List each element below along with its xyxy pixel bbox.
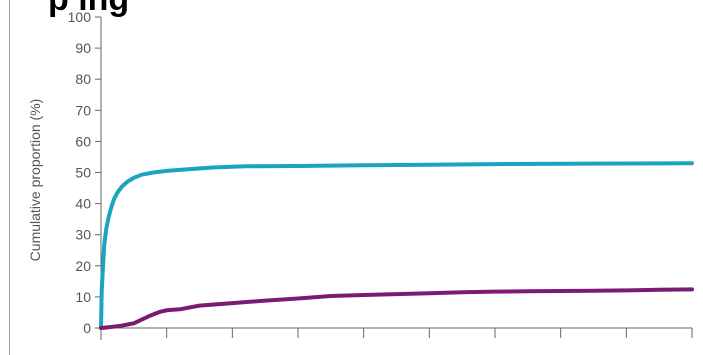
y-axis-label: Cumulative proportion (%) [27,99,43,262]
series-line-1 [99,161,694,330]
y-tick-label: 60 [75,133,91,149]
series-line-2 [99,287,694,330]
y-tick-label: 40 [75,196,91,212]
series-layer [99,161,694,330]
cropped-title-text: p ing [48,0,218,17]
y-tick-label: 10 [75,289,91,305]
y-tick-label: 100 [68,9,92,25]
y-tick-label: 30 [75,227,91,243]
y-tick-label: 20 [75,258,91,274]
y-tick-label: 90 [75,40,91,56]
left-border-rule [9,0,10,355]
y-tick-label: 70 [75,102,91,118]
y-tick-label: 0 [83,320,91,336]
y-tick-label: 50 [75,165,91,181]
axes: 0 10 20 30 40 50 60 70 80 90 100 [68,9,693,340]
y-tick-label: 80 [75,71,91,87]
